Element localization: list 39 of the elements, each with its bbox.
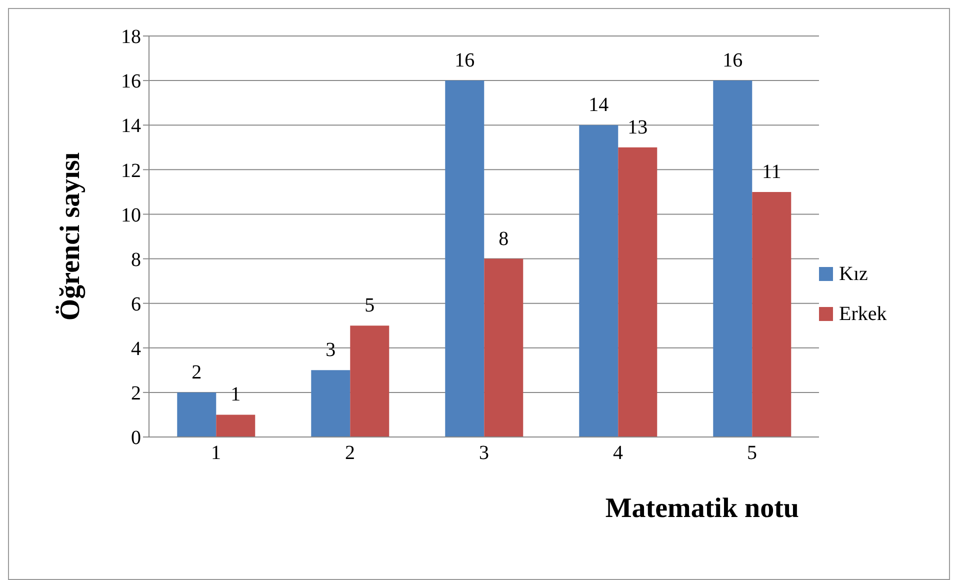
bar <box>713 80 752 437</box>
legend-label: Erkek <box>839 302 887 327</box>
y-tick-label: 12 <box>121 160 141 182</box>
data-label: 3 <box>326 339 336 362</box>
data-label: 8 <box>498 228 509 250</box>
data-label: 5 <box>364 294 375 317</box>
data-label: 11 <box>762 160 782 183</box>
y-tick-label: 16 <box>121 70 141 93</box>
y-tick-label: 6 <box>131 293 141 316</box>
y-tick-label: 14 <box>121 115 141 138</box>
x-tick-label: 5 <box>747 442 757 464</box>
y-tick-label: 0 <box>131 427 141 450</box>
x-tick-label: 3 <box>479 442 489 464</box>
data-label: 14 <box>588 94 609 116</box>
y-tick-label: 10 <box>121 204 141 226</box>
x-tick-label: 2 <box>345 442 355 464</box>
data-label: 1 <box>230 384 241 406</box>
bar <box>311 370 350 437</box>
y-axis-title: Öğrenci sayısı <box>54 152 86 321</box>
bar <box>445 80 484 437</box>
x-axis-title: Matematik notu <box>605 493 799 524</box>
data-label: 16 <box>722 50 743 72</box>
data-label: 16 <box>454 50 475 72</box>
bar <box>752 192 792 437</box>
bar <box>350 326 390 437</box>
y-tick-label: 8 <box>131 248 141 271</box>
data-label: 13 <box>628 116 648 138</box>
x-tick-label: 4 <box>613 442 623 464</box>
bar <box>579 125 618 437</box>
data-label: 2 <box>192 361 202 384</box>
bar <box>177 392 216 437</box>
y-tick-label: 18 <box>121 26 141 48</box>
y-tick-label: 2 <box>131 382 141 405</box>
bar <box>216 414 256 437</box>
y-tick-label: 4 <box>131 338 141 360</box>
bar <box>484 258 524 437</box>
bar <box>618 147 658 437</box>
x-tick-label: 1 <box>211 442 221 464</box>
legend-label: Kız <box>839 262 868 287</box>
